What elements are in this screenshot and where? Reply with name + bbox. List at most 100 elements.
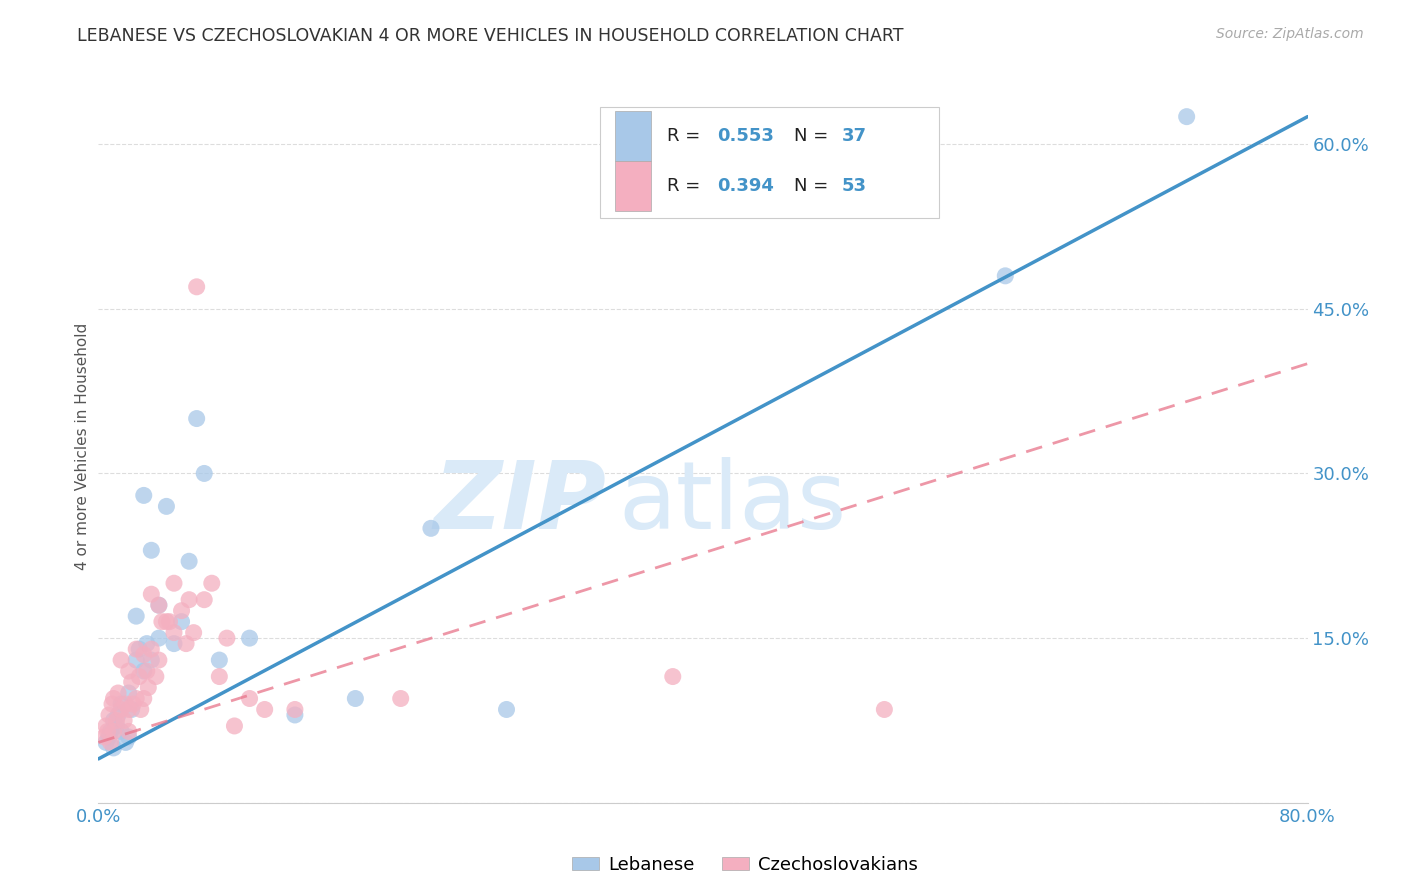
Text: R =: R = xyxy=(666,127,706,145)
Point xyxy=(125,691,148,706)
Point xyxy=(105,714,128,728)
Point xyxy=(94,719,117,733)
Text: R =: R = xyxy=(666,177,706,194)
Point xyxy=(114,735,136,749)
Point xyxy=(118,686,141,700)
Point xyxy=(148,631,170,645)
Point xyxy=(98,708,121,723)
Point xyxy=(420,521,443,535)
Point xyxy=(661,669,683,683)
Text: 53: 53 xyxy=(842,177,868,194)
Point xyxy=(100,724,122,739)
Point xyxy=(183,625,205,640)
Point xyxy=(103,724,125,739)
Point xyxy=(495,702,517,716)
Point xyxy=(121,702,143,716)
Point xyxy=(186,411,208,425)
Point xyxy=(118,724,141,739)
Point xyxy=(253,702,276,716)
Point xyxy=(103,691,125,706)
Text: 0.553: 0.553 xyxy=(717,127,775,145)
Point xyxy=(145,669,167,683)
Bar xyxy=(614,111,651,161)
Point xyxy=(114,697,136,711)
Text: ZIP: ZIP xyxy=(433,457,606,549)
Point xyxy=(132,488,155,502)
Point xyxy=(201,576,224,591)
Point xyxy=(141,642,163,657)
Point xyxy=(107,686,129,700)
Point xyxy=(132,691,155,706)
Point xyxy=(118,702,141,716)
Point xyxy=(155,500,177,514)
Point xyxy=(141,653,163,667)
Point xyxy=(135,637,157,651)
Point xyxy=(141,587,163,601)
Point xyxy=(118,730,141,744)
Point xyxy=(107,708,129,723)
Point xyxy=(93,730,115,744)
Point xyxy=(186,280,208,294)
Point xyxy=(163,637,186,651)
Point xyxy=(118,664,141,678)
Point xyxy=(94,735,117,749)
Point xyxy=(141,543,163,558)
Point xyxy=(193,592,215,607)
Point xyxy=(163,625,186,640)
Point xyxy=(389,691,412,706)
Point xyxy=(284,702,307,716)
Point xyxy=(101,697,124,711)
Point xyxy=(1175,110,1198,124)
Point xyxy=(122,697,145,711)
Point xyxy=(174,637,197,651)
Point xyxy=(103,714,125,728)
Point xyxy=(148,653,170,667)
Y-axis label: 4 or more Vehicles in Household: 4 or more Vehicles in Household xyxy=(75,322,90,570)
FancyBboxPatch shape xyxy=(600,107,939,218)
Point xyxy=(125,642,148,657)
Point xyxy=(873,702,896,716)
Text: atlas: atlas xyxy=(619,457,846,549)
Point xyxy=(110,702,132,716)
Point xyxy=(96,724,118,739)
Point xyxy=(132,648,155,662)
Point xyxy=(208,669,231,683)
Point xyxy=(100,735,122,749)
Point xyxy=(148,598,170,612)
Point xyxy=(170,604,193,618)
Point xyxy=(179,592,201,607)
Point xyxy=(170,615,193,629)
Point xyxy=(994,268,1017,283)
Point xyxy=(128,669,150,683)
Point xyxy=(125,609,148,624)
Point xyxy=(136,681,159,695)
Point xyxy=(150,615,173,629)
Point xyxy=(239,631,262,645)
Point xyxy=(155,615,177,629)
Point xyxy=(128,642,150,657)
Point xyxy=(125,653,148,667)
Point xyxy=(121,675,143,690)
Point xyxy=(148,598,170,612)
Point xyxy=(284,708,307,723)
Point xyxy=(110,653,132,667)
Text: LEBANESE VS CZECHOSLOVAKIAN 4 OR MORE VEHICLES IN HOUSEHOLD CORRELATION CHART: LEBANESE VS CZECHOSLOVAKIAN 4 OR MORE VE… xyxy=(77,27,904,45)
Bar xyxy=(614,161,651,211)
Point xyxy=(224,719,246,733)
Text: 37: 37 xyxy=(842,127,868,145)
Point xyxy=(129,702,152,716)
Point xyxy=(239,691,262,706)
Point xyxy=(179,554,201,568)
Point xyxy=(215,631,238,645)
Point xyxy=(159,615,181,629)
Point xyxy=(344,691,367,706)
Text: N =: N = xyxy=(793,177,834,194)
Point xyxy=(98,730,121,744)
Point xyxy=(105,719,128,733)
Text: N =: N = xyxy=(793,127,834,145)
Point xyxy=(110,724,132,739)
Point xyxy=(112,714,135,728)
Point xyxy=(103,740,125,755)
Point xyxy=(135,664,157,678)
Point xyxy=(163,576,186,591)
